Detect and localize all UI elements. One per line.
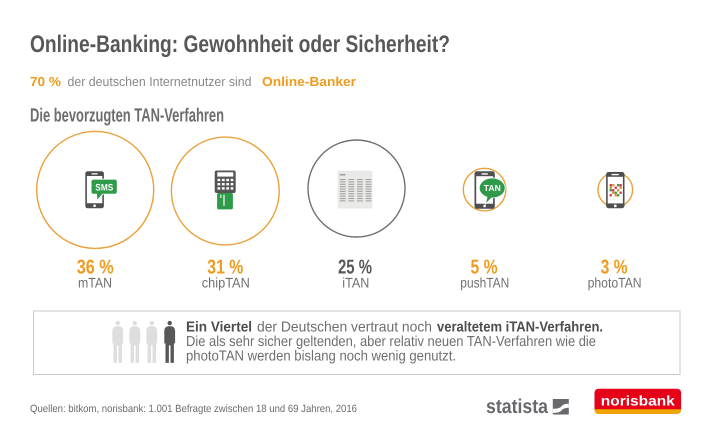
- svg-text:3 %: 3 %: [601, 257, 628, 279]
- svg-text:Die bevorzugten TAN-Verfahren: Die bevorzugten TAN-Verfahren: [30, 105, 224, 126]
- svg-text:70 %: 70 %: [30, 74, 61, 89]
- svg-text:Die als sehr sicher geltenden,: Die als sehr sicher geltenden, aber rela…: [186, 334, 596, 350]
- svg-text:der Deutschen vertraut noch: der Deutschen vertraut noch: [257, 320, 432, 336]
- svg-text:photoTAN: photoTAN: [588, 275, 642, 291]
- svg-text:chipTAN: chipTAN: [202, 275, 250, 291]
- svg-text:Ein Viertel: Ein Viertel: [186, 320, 252, 336]
- svg-text:31 %: 31 %: [207, 257, 243, 279]
- svg-text:Online-Banking: Gewohnheit ode: Online-Banking: Gewohnheit oder Sicherhe…: [30, 31, 450, 58]
- svg-text:36 %: 36 %: [77, 257, 114, 279]
- svg-text:5 %: 5 %: [471, 257, 498, 279]
- svg-text:iTAN: iTAN: [342, 275, 369, 291]
- svg-text:photoTAN werden bislang noch w: photoTAN werden bislang noch wenig genut…: [186, 348, 456, 364]
- svg-text:25 %: 25 %: [338, 257, 372, 279]
- svg-text:Online-Banker: Online-Banker: [262, 74, 356, 89]
- svg-text:der deutschen Internetnutzer s: der deutschen Internetnutzer sind: [68, 74, 252, 89]
- svg-text:norisbank: norisbank: [601, 392, 675, 408]
- svg-text:mTAN: mTAN: [78, 275, 112, 291]
- svg-text:statista: statista: [486, 396, 549, 418]
- svg-text:veraltetem iTAN-Verfahren.: veraltetem iTAN-Verfahren.: [437, 320, 603, 336]
- svg-text:TAN: TAN: [484, 183, 501, 193]
- svg-text:SMS: SMS: [95, 182, 113, 193]
- svg-text:pushTAN: pushTAN: [460, 275, 509, 291]
- svg-text:Quellen: bitkom, norisbank: 1.: Quellen: bitkom, norisbank: 1.001 Befrag…: [30, 403, 357, 415]
